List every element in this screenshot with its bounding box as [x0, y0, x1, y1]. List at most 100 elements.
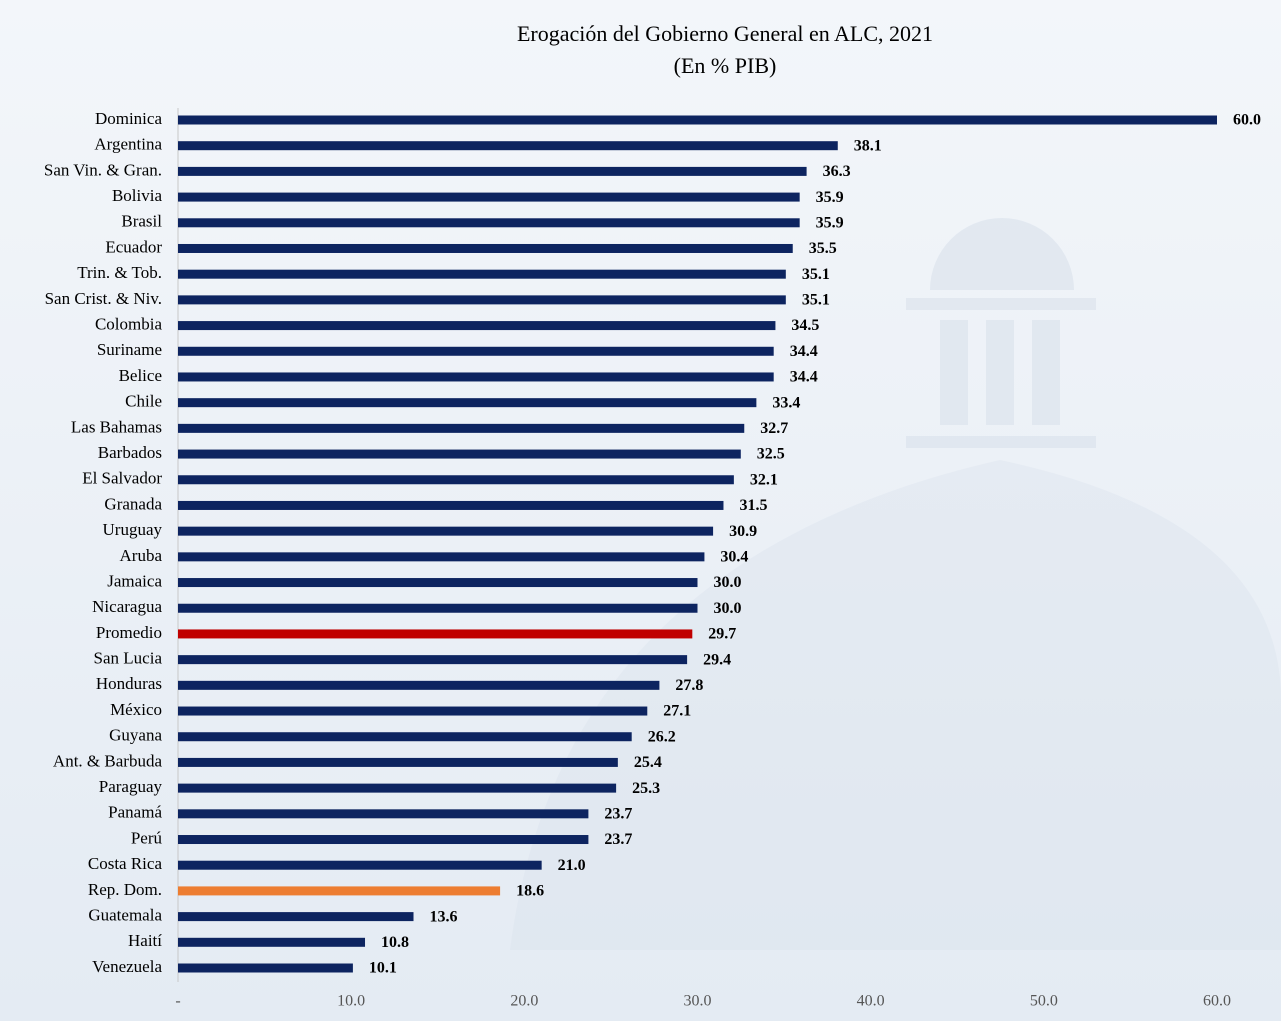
page: Erogación del Gobierno General en ALC, 2…: [0, 0, 1281, 1021]
value-label: 36.3: [823, 163, 851, 180]
value-label: 30.0: [714, 600, 742, 617]
value-label: 35.9: [816, 189, 844, 206]
bar: [178, 938, 365, 947]
y-tick-label: Honduras: [96, 674, 162, 693]
bar: [178, 372, 774, 381]
y-tick-label: Bolivia: [112, 186, 163, 205]
y-tick-label: Rep. Dom.: [88, 880, 162, 899]
x-tick-label: 20.0: [510, 993, 538, 1010]
bar: [178, 141, 838, 150]
y-tick-label: Brasil: [121, 212, 162, 231]
value-label: 31.5: [739, 497, 767, 514]
y-tick-label: Belice: [119, 366, 162, 385]
value-label: 21.0: [558, 857, 586, 874]
bar: [178, 527, 713, 536]
bar: [178, 835, 588, 844]
bar: [178, 475, 734, 484]
value-label: 32.1: [750, 471, 778, 488]
value-label: 10.8: [381, 934, 409, 951]
y-tick-label: San Vin. & Gran.: [44, 160, 162, 179]
y-tick-label: México: [110, 700, 162, 719]
value-label: 30.0: [714, 574, 742, 591]
bar: [178, 707, 647, 716]
x-tick-label: 30.0: [684, 993, 712, 1010]
bar: [178, 167, 807, 176]
y-tick-label: San Crist. & Niv.: [45, 289, 162, 308]
bar: [178, 732, 632, 741]
value-label: 35.1: [802, 292, 830, 309]
value-label: 35.5: [809, 240, 837, 257]
value-label: 34.4: [790, 343, 818, 360]
value-label: 60.0: [1233, 112, 1261, 129]
value-label: 10.1: [369, 960, 397, 977]
bar: [178, 552, 704, 561]
y-tick-label: Ant. & Barbuda: [53, 751, 163, 770]
y-tick-label: Aruba: [120, 546, 163, 565]
y-tick-label: Jamaica: [107, 571, 162, 590]
bar: [178, 347, 774, 356]
x-tick-label: 50.0: [1030, 993, 1058, 1010]
y-tick-label: Ecuador: [105, 237, 162, 256]
y-tick-label: Granada: [104, 494, 162, 513]
bar: [178, 809, 588, 818]
bar: [178, 886, 500, 895]
y-tick-label: Venezuela: [92, 957, 162, 976]
bar: [178, 604, 698, 613]
y-tick-label: Haití: [128, 931, 162, 950]
value-label: 33.4: [772, 394, 800, 411]
bar: [178, 321, 775, 330]
value-label: 29.4: [703, 651, 731, 668]
value-label: 23.7: [604, 805, 632, 822]
y-tick-label: Panamá: [108, 803, 162, 822]
bar: [178, 655, 687, 664]
bar: [178, 861, 542, 870]
x-tick-label: -: [175, 993, 180, 1010]
bar: [178, 218, 800, 227]
value-label: 32.7: [760, 420, 788, 437]
value-label: 27.1: [663, 703, 691, 720]
value-label: 25.3: [632, 780, 660, 797]
value-label: 38.1: [854, 137, 882, 154]
value-label: 23.7: [604, 831, 632, 848]
y-tick-label: Chile: [125, 392, 162, 411]
y-tick-label: Perú: [131, 828, 163, 847]
value-label: 30.4: [720, 549, 748, 566]
bar: [178, 912, 414, 921]
bar: [178, 424, 744, 433]
y-tick-label: Dominica: [95, 109, 162, 128]
y-tick-label: Promedio: [96, 623, 162, 642]
y-tick-label: El Salvador: [82, 469, 162, 488]
value-label: 29.7: [708, 626, 736, 643]
y-tick-label: Nicaragua: [92, 597, 162, 616]
bar: [178, 758, 618, 767]
bar: [178, 116, 1217, 125]
value-label: 13.6: [430, 908, 458, 925]
value-label: 34.5: [791, 317, 819, 334]
chart: Erogación del Gobierno General en ALC, 2…: [0, 0, 1281, 1021]
value-label: 18.6: [516, 883, 544, 900]
y-tick-label: Uruguay: [103, 520, 163, 539]
bar: [178, 964, 353, 973]
bar: [178, 784, 616, 793]
value-label: 26.2: [648, 728, 676, 745]
x-tick-label: 60.0: [1203, 993, 1231, 1010]
y-tick-label: Costa Rica: [88, 854, 163, 873]
x-tick-label: 10.0: [337, 993, 365, 1010]
value-label: 34.4: [790, 369, 818, 386]
chart-subtitle: (En % PIB): [674, 53, 777, 78]
bar: [178, 501, 723, 510]
value-label: 35.9: [816, 214, 844, 231]
y-tick-label: Colombia: [95, 314, 163, 333]
y-tick-label: Paraguay: [99, 777, 163, 796]
value-label: 27.8: [675, 677, 703, 694]
y-tick-label: Las Bahamas: [71, 417, 162, 436]
value-label: 30.9: [729, 523, 757, 540]
bar: [178, 270, 786, 279]
y-tick-label: Suriname: [97, 340, 162, 359]
bar: [178, 629, 692, 638]
value-label: 35.1: [802, 266, 830, 283]
bar: [178, 244, 793, 253]
y-tick-label: Trin. & Tob.: [77, 263, 162, 282]
y-tick-label: Argentina: [94, 135, 162, 154]
y-tick-label: San Lucia: [94, 649, 163, 668]
